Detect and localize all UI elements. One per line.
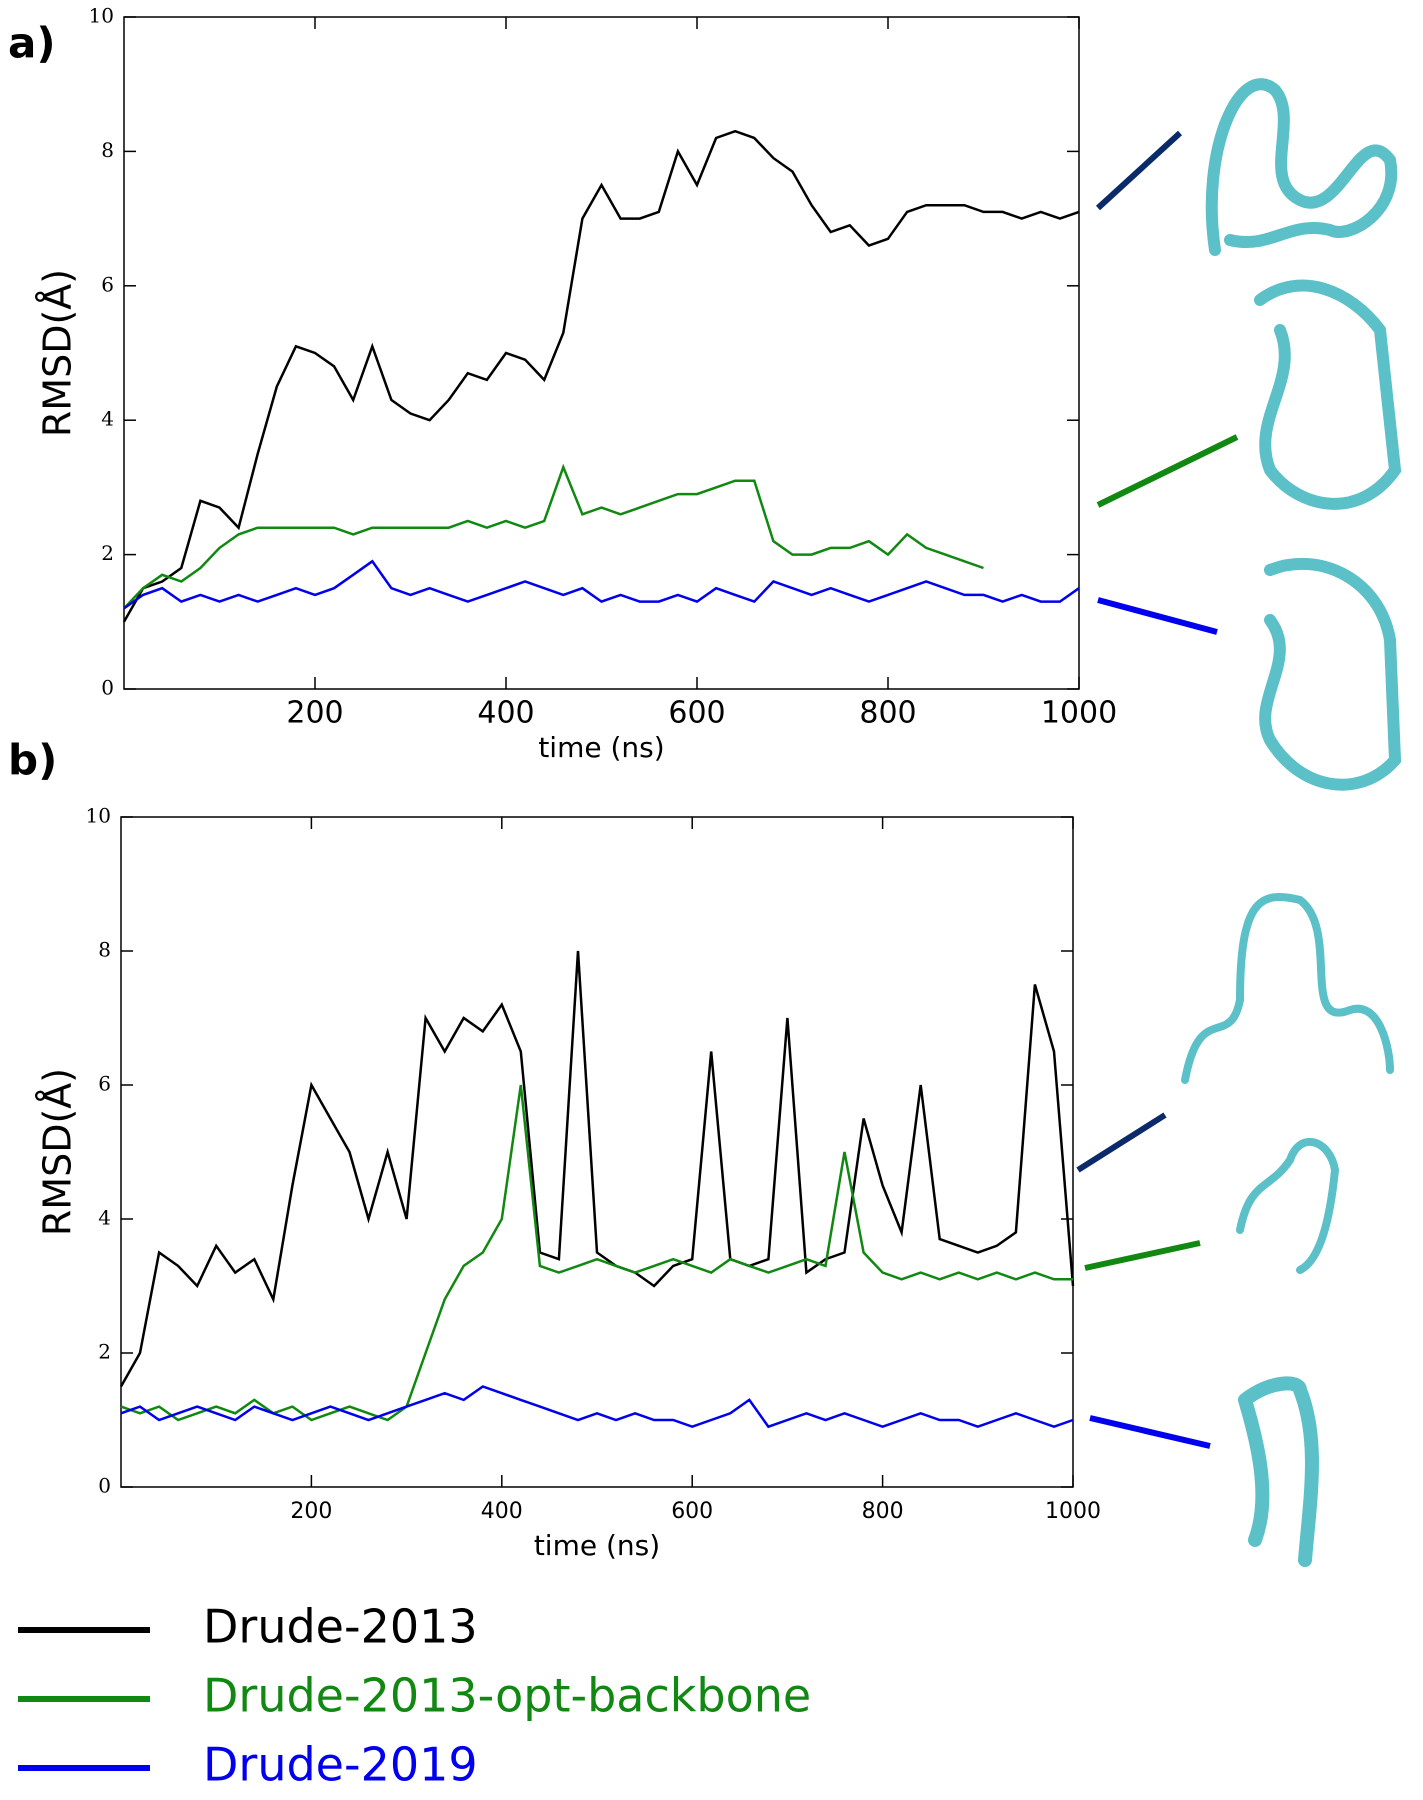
protein-structures [1181, 78, 1402, 1567]
data-line [120, 1385, 1074, 1429]
protein-a2 [1254, 279, 1402, 510]
y-tick-label: 4 [98, 1206, 111, 1230]
protein-b2 [1236, 1137, 1340, 1274]
data-line [122, 129, 1080, 623]
x-axis-title: time (ns) [534, 1529, 660, 1562]
plot-frame [123, 16, 1080, 690]
arrow [1076, 1112, 1167, 1173]
arrow [1084, 1240, 1201, 1271]
plot-frame [120, 816, 1074, 1488]
y-tick-label: 4 [101, 407, 114, 431]
panel: b) 0 2 4 6 8 10 200 400 600 800 1000 time (ns) RMSD(Å… [8, 736, 1101, 1563]
arrow [1095, 130, 1183, 211]
x-tick-label: 600 [668, 696, 725, 731]
x-axis-title: time (ns) [538, 731, 664, 764]
arrow [1089, 1415, 1211, 1449]
arrow [1096, 434, 1239, 508]
y-tick-label: 10 [89, 4, 114, 28]
arrow [1097, 597, 1218, 635]
legend-label: Drude-2019 [203, 1738, 478, 1792]
panel: a) 0 2 4 6 8 10 200 400 600 800 1000 time (ns) RMSD(Å… [8, 4, 1117, 765]
arrows [1076, 130, 1239, 1449]
y-tick-label: 6 [98, 1072, 111, 1096]
protein-b3 [1238, 1376, 1319, 1567]
x-tick-label: 1000 [1041, 696, 1117, 731]
x-tick-label: 800 [859, 696, 916, 731]
x-tick-label: 400 [477, 696, 534, 731]
y-tick-label: 0 [101, 676, 114, 700]
y-tick-label: 10 [86, 804, 111, 828]
legend-label: Drude-2013-opt-backbone [203, 1669, 811, 1723]
protein-a3 [1259, 557, 1402, 791]
x-tick-label: 200 [286, 696, 343, 731]
y-tick-label: 8 [101, 138, 114, 162]
y-tick-label: 6 [101, 272, 114, 296]
x-tick-label: 200 [290, 1499, 332, 1524]
panel-label: b) [8, 736, 57, 785]
y-axis-title: RMSD(Å) [36, 269, 80, 437]
legend-label: Drude-2013 [203, 1600, 478, 1654]
y-axis-title: RMSD(Å) [36, 1068, 80, 1236]
y-tick-label: 2 [101, 541, 114, 565]
data-line [123, 559, 1080, 610]
panel-label: a) [8, 19, 56, 68]
y-tick-label: 8 [98, 938, 111, 962]
protein-a1 [1205, 78, 1398, 256]
x-tick-label: 400 [481, 1499, 523, 1524]
x-tick-label: 600 [671, 1499, 713, 1524]
legend: Drude-2013 Drude-2013-opt-backbone Drude-2… [18, 1600, 811, 1792]
data-line [123, 463, 984, 610]
data-line [119, 950, 1075, 1388]
y-tick-label: 2 [98, 1340, 111, 1364]
data-line [120, 1084, 1073, 1422]
protein-b1 [1181, 893, 1394, 1084]
x-tick-label: 1000 [1045, 1499, 1101, 1524]
y-tick-label: 0 [98, 1474, 111, 1498]
x-tick-label: 800 [862, 1499, 904, 1524]
